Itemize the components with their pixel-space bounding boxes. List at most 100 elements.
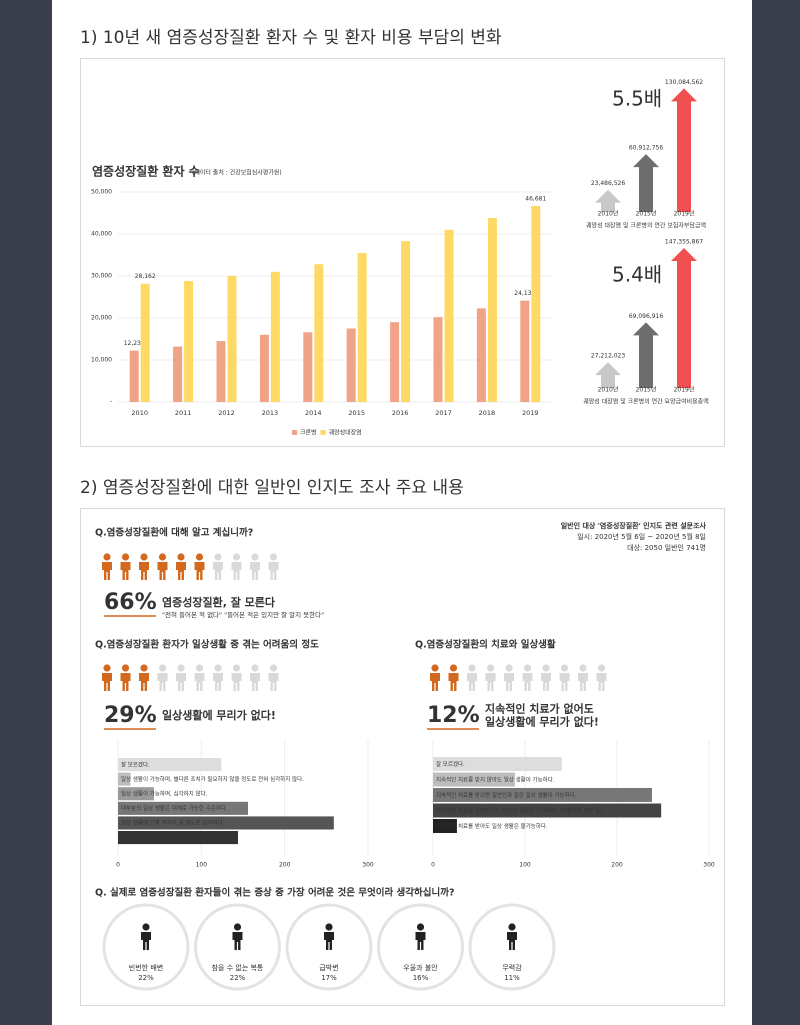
person-body [467,673,477,691]
option-percent: 22% [138,974,154,982]
value-label: 69,096,916 [629,313,664,320]
chart-caption: 궤양성 대장염 및 크론병의 연간 요양급여비용총액 [583,398,708,406]
bar [118,816,334,830]
option-circle [285,903,373,991]
bar-label: 지속적인 치료를 받아도 일상 생활은 불가능하다. [436,822,548,830]
person-head [449,664,458,672]
person-head [214,553,222,561]
bar-label: 잘 모르겠다. [121,760,150,768]
option-label: 무력감 [502,964,522,972]
person-head [103,553,111,561]
person-head [505,664,513,672]
person-body [176,562,186,580]
x-tick-label: 300 [362,862,374,869]
x-tick-label: 100 [196,862,208,869]
percent-figure: 29% [104,703,157,728]
x-tick-label: 2017 [435,409,452,417]
person-body [120,673,131,691]
x-tick-label: 0 [116,862,120,869]
person-body [231,673,242,691]
bar [118,772,131,786]
person-body [540,673,551,691]
person-head [103,664,111,672]
x-tick-label: 300 [703,862,715,869]
option-percent: 11% [504,974,520,982]
value-label: 46,681 [525,195,546,202]
value-label: 27,212,023 [591,353,626,360]
person-body [522,673,533,691]
people-icons [430,664,607,691]
person-body [504,673,514,691]
option-circle [377,903,464,991]
people-icons [102,664,279,691]
person-body [559,673,570,691]
person-head [158,664,167,672]
arrow-bar [633,322,659,388]
person-body [176,673,186,691]
option-circle [102,903,190,991]
bar [270,271,280,402]
bar [129,350,139,402]
option-circle [468,903,556,991]
question: Q. 실제로 염증성장질환 환자들이 겪는 증상 중 가장 어려운 것은 무엇이… [95,887,454,899]
bar [118,787,154,801]
person-head [508,923,516,931]
option-label: 급박변 [319,963,338,972]
bar [118,831,238,845]
person-body [448,673,459,691]
bar [433,317,443,402]
bar [227,276,237,402]
option-percent: 16% [413,974,429,982]
legend-label: 크론병 [300,429,317,437]
person-body [250,673,260,691]
bar [433,757,562,771]
bar [433,803,662,818]
person-head [177,664,185,672]
person-head [140,553,148,561]
person-body [485,673,496,691]
x-tick-label: 2019년 [674,386,695,394]
person-head [140,664,148,672]
person-head [121,664,130,672]
survey-info: 일반인 대상 '염증성장질환' 인지도 관련 설문조사 [561,521,707,530]
headline: 지속적인 치료가 없어도 [485,702,594,716]
option-percent: 17% [321,974,337,982]
chart-caption: 궤양성 대장염 및 크론병의 연간 보험자부담금액 [586,222,706,230]
x-tick-label: 2011 [175,409,192,417]
bar [173,346,183,402]
value-label: 12,234 [124,340,145,347]
option-circle [194,903,281,991]
bar [520,300,530,402]
x-tick-label: 2012 [218,409,235,417]
arrow-bar [671,88,697,212]
person-head [232,553,241,561]
value-label: 147,355,867 [665,239,703,246]
x-tick-label: 2013 [262,409,279,417]
x-tick-label: 100 [519,862,531,869]
x-tick-label: 2015년 [636,210,657,218]
bar-label: 지속적인 치료를 받으면 일반인과 같은 일상 생활이 가능하다. [436,791,577,799]
person-head [177,553,185,561]
bar [140,283,150,402]
headline-note: "전혀 들어본 적 없다" "들어본 적은 있지만 잘 알지 못한다" [162,610,324,619]
bar [531,205,541,402]
person-body [157,673,168,691]
person-head [251,664,259,672]
person-head [486,664,495,672]
x-tick-label: 2019 [522,409,539,417]
bar-label: 일상 생활에 간혹 무리가 갈 정도로 심각하다. [121,819,225,827]
value-label: 130,084,562 [665,79,703,86]
person-head [431,664,439,672]
person-head [232,664,241,672]
value-label: 28,162 [135,273,156,280]
bar [303,332,313,402]
bar [433,819,457,833]
x-tick-label: 2016 [392,409,409,417]
section-heading: 2) 염증성장질환에 대한 일반인 인지도 조사 주요 내용 [80,478,464,498]
bar-label: 일상 생활이 가능하며, 심각하지 않다. [121,790,208,798]
chart-title: 염증성장질환 환자 수 [92,164,200,179]
headline: 일상생활에 무리가 없다! [485,715,599,729]
x-tick-label: 2010년 [598,386,619,394]
